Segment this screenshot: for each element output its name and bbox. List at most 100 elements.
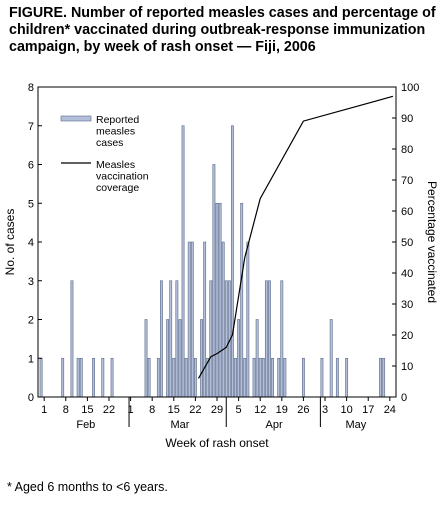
- chart-title: FIGURE. Number of reported measles cases…: [9, 5, 436, 55]
- bar: [79, 357, 83, 398]
- coverage-line-series: [197, 95, 394, 379]
- x-tick-label: 3: [322, 404, 328, 416]
- month-label: Mar: [170, 419, 189, 431]
- bar: [283, 357, 287, 398]
- bar: [243, 357, 247, 398]
- bar: [181, 125, 185, 398]
- bar: [166, 319, 170, 398]
- y2-tick-label: 90: [401, 113, 413, 125]
- legend-line-label-line: Measles: [96, 159, 135, 171]
- bar: [184, 357, 188, 398]
- x-axis-label: Week of rash onset: [165, 436, 269, 450]
- x-tick-label: 15: [81, 404, 93, 416]
- y2-tick-label: 100: [401, 82, 419, 94]
- legend-line-label-line: vaccination: [96, 171, 149, 183]
- bar-series: [39, 125, 386, 398]
- month-label: Feb: [76, 419, 95, 431]
- bar: [258, 357, 262, 398]
- x-tick-label: 1: [128, 404, 134, 416]
- x-tick-label: 15: [168, 404, 180, 416]
- bar: [70, 280, 74, 398]
- y2-tick-label: 0: [401, 392, 407, 404]
- bar: [187, 241, 191, 398]
- bar: [252, 357, 256, 398]
- x-tick-label: 8: [63, 404, 69, 416]
- y-tick-label: 0: [28, 392, 34, 404]
- y2-tick-label: 60: [401, 206, 413, 218]
- x-tick-label: 12: [254, 404, 266, 416]
- bar: [61, 357, 65, 398]
- bar: [178, 319, 182, 398]
- legend-bar-label-line: cases: [96, 137, 123, 149]
- y-tick-label: 8: [28, 82, 34, 94]
- bar: [209, 280, 213, 398]
- bar: [156, 357, 160, 398]
- y-axis-label: No. of cases: [3, 209, 17, 276]
- y2-axis-label: Percentage vaccinated: [425, 181, 439, 303]
- bar: [221, 241, 225, 398]
- bar: [277, 357, 281, 398]
- bar: [190, 241, 194, 398]
- y2-tick-label: 70: [401, 175, 413, 187]
- bar: [212, 164, 216, 398]
- y-tick-label: 1: [28, 353, 34, 365]
- bar: [92, 357, 95, 398]
- bar: [237, 319, 241, 398]
- bar: [231, 125, 234, 398]
- legend-bar-swatch: [60, 115, 92, 122]
- x-tick-label: 10: [340, 404, 352, 416]
- bar: [280, 280, 284, 398]
- x-tick-label: 26: [297, 404, 309, 416]
- bar: [193, 357, 197, 398]
- bar: [160, 280, 163, 398]
- bar: [264, 280, 268, 398]
- bar: [147, 357, 151, 398]
- x-tick-label: 22: [103, 404, 115, 416]
- bar: [175, 280, 179, 398]
- legend-line-label-line: coverage: [96, 182, 139, 194]
- x-tick-label: 29: [211, 404, 223, 416]
- footnote: * Aged 6 months to <6 years.: [7, 480, 168, 494]
- month-label: May: [345, 419, 366, 431]
- bar: [246, 241, 250, 398]
- bar: [218, 202, 222, 398]
- bar: [203, 241, 207, 398]
- bar: [110, 357, 114, 398]
- bar: [268, 280, 271, 398]
- bar: [169, 280, 173, 398]
- y-tick-label: 2: [28, 315, 34, 327]
- y-tick-label: 4: [28, 237, 34, 249]
- x-tick-label: 8: [149, 404, 155, 416]
- y-tick-label: 5: [28, 198, 34, 210]
- y-tick-label: 6: [28, 160, 34, 172]
- bar: [144, 319, 148, 398]
- bar: [320, 357, 324, 398]
- y2-tick-label: 80: [401, 144, 413, 156]
- bar: [172, 357, 176, 398]
- x-tick-label: 17: [362, 404, 374, 416]
- month-label: Apr: [266, 419, 283, 431]
- bar: [200, 319, 203, 398]
- bar: [261, 357, 265, 398]
- bar: [335, 357, 339, 398]
- bar: [234, 357, 237, 398]
- x-tick-label: 22: [189, 404, 201, 416]
- y2-tick-label: 20: [401, 330, 413, 342]
- bar: [101, 357, 105, 398]
- x-tick-label: 1: [41, 404, 47, 416]
- y2-tick-label: 30: [401, 299, 413, 311]
- bar: [271, 357, 274, 398]
- bar: [345, 357, 349, 398]
- bar: [76, 357, 80, 398]
- bar: [39, 357, 43, 398]
- bar: [329, 319, 333, 398]
- bar: [215, 202, 219, 398]
- x-tick-label: 19: [276, 404, 288, 416]
- bar: [382, 357, 386, 398]
- bar: [240, 202, 244, 398]
- y2-tick-label: 10: [401, 361, 413, 373]
- y2-tick-label: 50: [401, 237, 413, 249]
